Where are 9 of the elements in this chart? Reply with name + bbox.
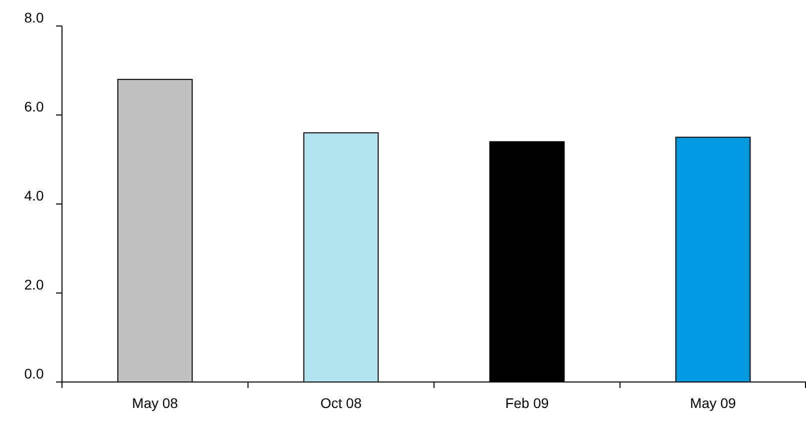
y-tick-label: 8.0	[24, 10, 44, 26]
y-tick-label: 2.0	[24, 276, 44, 292]
x-tick-label: Feb 09	[505, 395, 550, 411]
y-tick-label: 0.0	[24, 366, 44, 382]
x-tick-label: May 09	[690, 395, 736, 411]
y-tick-label: 4.0	[24, 188, 44, 204]
x-tick-label: Oct 08	[320, 395, 362, 411]
x-tick-label: May 08	[132, 395, 178, 411]
y-tick-label: 6.0	[24, 98, 44, 114]
